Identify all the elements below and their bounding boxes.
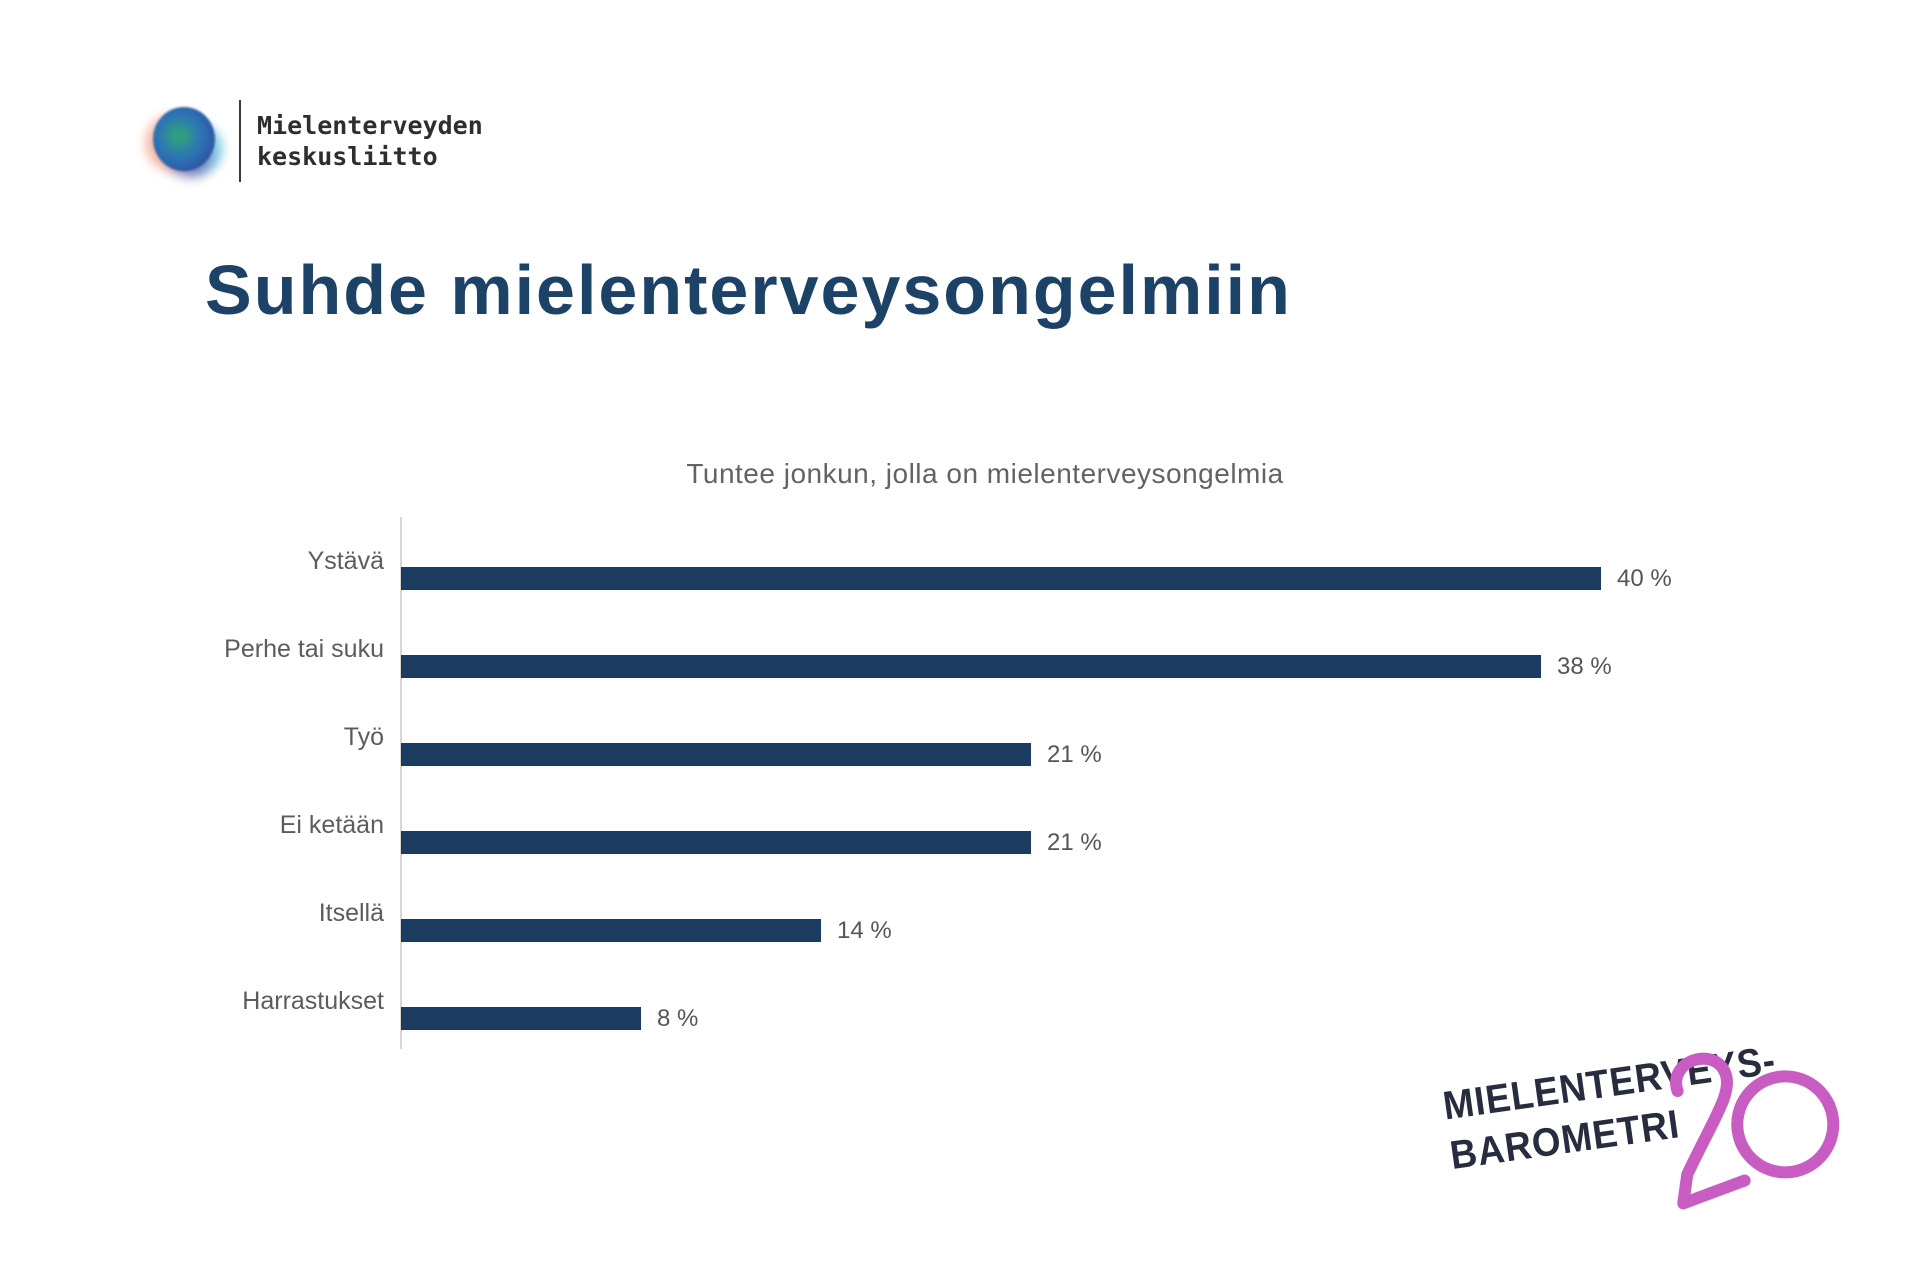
- anniversary-20-icon: [1670, 1052, 1840, 1210]
- brand-logo: Mielenterveyden keskusliitto: [145, 100, 483, 182]
- chart-row: Perhe tai suku 38 %: [0, 605, 1920, 693]
- value-label: 40 %: [1617, 565, 1672, 592]
- category-label: Ei ketään: [279, 811, 384, 839]
- logo-blob-core: [169, 127, 189, 145]
- bar: [401, 567, 1601, 590]
- category-label: Perhe tai suku: [224, 635, 384, 663]
- chart-row: Harrastukset 8 %: [0, 957, 1920, 1045]
- value-label: 14 %: [837, 917, 892, 944]
- brand-divider: [239, 100, 241, 182]
- bar: [401, 655, 1541, 678]
- category-label: Ystävä: [307, 547, 384, 575]
- chart-title: Tuntee jonkun, jolla on mielenterveysong…: [686, 458, 1284, 489]
- chart-row: Ei ketään 21 %: [0, 781, 1920, 869]
- value-label: 21 %: [1047, 741, 1102, 768]
- chart-row: Itsellä 14 %: [0, 869, 1920, 957]
- chart-row: Työ 21 %: [0, 693, 1920, 781]
- category-label: Harrastukset: [242, 987, 384, 1015]
- bar: [401, 743, 1031, 766]
- bar: [401, 1007, 641, 1030]
- bar-chart: Ystävä 40 % Perhe tai suku 38 % Työ 21 % Ei ke…: [0, 517, 1920, 1049]
- category-label: Itsellä: [318, 899, 384, 927]
- category-label: Työ: [343, 723, 384, 751]
- barometer-logo: MIELENTERVEYS- BAROMETRI: [1440, 1024, 1882, 1271]
- brand-name: Mielenterveyden keskusliitto: [257, 110, 483, 172]
- value-label: 8 %: [657, 1005, 699, 1032]
- brand-name-line1: Mielenterveyden: [257, 111, 483, 140]
- brand-logo-icon: [145, 101, 225, 181]
- chart-rows: Ystävä 40 % Perhe tai suku 38 % Työ 21 % Ei ke…: [0, 517, 1920, 1045]
- value-label: 38 %: [1557, 653, 1612, 680]
- bar: [401, 831, 1031, 854]
- brand-name-line2: keskusliitto: [257, 142, 438, 171]
- bar: [401, 919, 821, 942]
- value-label: 21 %: [1047, 829, 1102, 856]
- y-axis-line: [400, 517, 402, 1049]
- chart-row: Ystävä 40 %: [0, 517, 1920, 605]
- page-title: Suhde mielenterveysongelmiin: [205, 251, 1292, 329]
